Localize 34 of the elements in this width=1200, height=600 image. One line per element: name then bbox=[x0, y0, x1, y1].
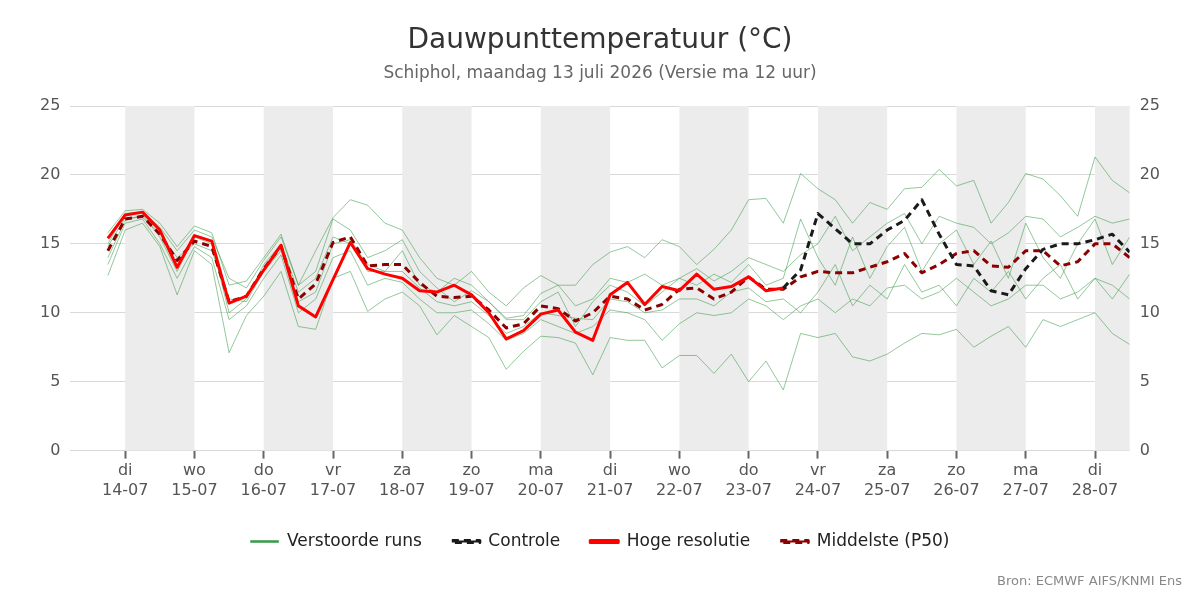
y-tick-label: 10 bbox=[40, 301, 61, 321]
x-tick-label: do 23-07 bbox=[725, 460, 772, 499]
x-tick-label: zo 19-07 bbox=[448, 460, 495, 499]
y2-tick-label: 0 bbox=[1139, 439, 1150, 459]
x-tick-label: di 14-07 bbox=[101, 460, 149, 499]
legend-label: Verstoorde runs bbox=[287, 529, 422, 550]
x-tick-label: ma 20-07 bbox=[517, 460, 565, 499]
x-tick-label: di 21-07 bbox=[586, 460, 634, 499]
legend-label: Controle bbox=[488, 529, 561, 550]
y-tick-label: 25 bbox=[40, 95, 61, 115]
x-tick-label: vr 17-07 bbox=[309, 460, 357, 499]
text: Bron: ECMWF AIFS/KNMI Ens bbox=[997, 573, 1182, 588]
y2-tick-label: 15 bbox=[1139, 233, 1160, 252]
x-tick-label: vr 24-07 bbox=[794, 460, 842, 499]
chart-title: Dauwpunttemperatuur (°C) bbox=[407, 22, 793, 56]
chart-subtitle: Schiphol, maandag 13 juli 2026 (Versie ma 12 uur) bbox=[383, 62, 817, 83]
x-tick-label: di 28-07 bbox=[1071, 460, 1119, 499]
legend-label: Middelste (P50) bbox=[816, 529, 950, 550]
x-tick-label: ma 27-07 bbox=[1002, 460, 1049, 499]
y-tick-label: 5 bbox=[50, 370, 61, 390]
x-tick-label: wo 15-07 bbox=[171, 460, 218, 499]
x-tick-label: wo 22-07 bbox=[656, 460, 703, 499]
y-tick-label: 15 bbox=[40, 233, 61, 252]
legend-label: Hoge resolutie bbox=[626, 529, 751, 550]
y2-tick-label: 10 bbox=[1139, 301, 1160, 321]
y-tick-label: 0 bbox=[50, 439, 61, 459]
x-tick-label: za 25-07 bbox=[863, 460, 911, 499]
x-tick-label: za 18-07 bbox=[379, 460, 426, 499]
y2-tick-label: 25 bbox=[1139, 95, 1160, 115]
y2-tick-label: 5 bbox=[1139, 370, 1150, 390]
y2-tick-label: 20 bbox=[1139, 164, 1160, 184]
x-tick-label: zo 26-07 bbox=[933, 460, 980, 499]
x-tick-label: do 16-07 bbox=[240, 460, 287, 499]
y-tick-label: 20 bbox=[40, 164, 61, 184]
